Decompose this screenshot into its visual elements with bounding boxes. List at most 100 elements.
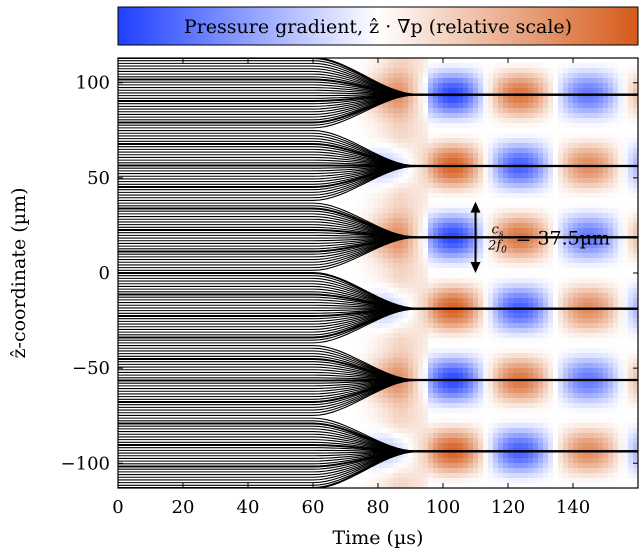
- field-cell: [458, 73, 464, 79]
- field-cell: [518, 208, 524, 214]
- field-cell: [488, 238, 494, 244]
- field-cell: [448, 273, 454, 279]
- field-cell: [488, 253, 494, 259]
- field-cell: [503, 203, 509, 209]
- field-cell: [408, 238, 414, 244]
- field-cell: [433, 168, 439, 174]
- field-cell: [423, 313, 429, 319]
- field-cell: [568, 283, 574, 289]
- field-cell: [573, 113, 579, 119]
- field-cell: [358, 263, 364, 269]
- field-cell: [483, 458, 489, 464]
- field-cell: [543, 193, 549, 199]
- field-cell: [468, 208, 474, 214]
- field-cell: [553, 423, 559, 429]
- field-cell: [468, 308, 474, 314]
- field-cell: [463, 93, 469, 99]
- field-cell: [383, 218, 389, 224]
- field-cell: [353, 268, 359, 274]
- field-cell: [458, 258, 464, 264]
- field-cell: [588, 318, 594, 324]
- field-cell: [443, 108, 449, 114]
- field-cell: [418, 458, 424, 464]
- field-cell: [613, 173, 619, 179]
- field-cell: [413, 138, 419, 144]
- field-cell: [378, 348, 384, 354]
- field-cell: [508, 198, 514, 204]
- field-cell: [373, 328, 379, 334]
- field-cell: [578, 408, 584, 414]
- field-cell: [443, 198, 449, 204]
- field-cell: [573, 473, 579, 479]
- field-cell: [333, 118, 339, 124]
- field-cell: [373, 113, 379, 119]
- field-cell: [483, 423, 489, 429]
- field-cell: [563, 463, 569, 469]
- field-cell: [553, 298, 559, 304]
- field-cell: [568, 423, 574, 429]
- field-cell: [583, 253, 589, 259]
- field-cell: [418, 353, 424, 359]
- field-cell: [458, 78, 464, 84]
- field-cell: [563, 338, 569, 344]
- field-cell: [513, 88, 519, 94]
- field-cell: [528, 188, 534, 194]
- field-cell: [458, 308, 464, 314]
- field-cell: [618, 408, 624, 414]
- field-cell: [413, 208, 419, 214]
- field-cell: [398, 438, 404, 444]
- field-cell: [598, 393, 604, 399]
- field-cell: [403, 368, 409, 374]
- field-cell: [433, 73, 439, 79]
- field-cell: [458, 453, 464, 459]
- field-cell: [578, 123, 584, 129]
- field-cell: [468, 458, 474, 464]
- field-cell: [593, 293, 599, 299]
- field-cell: [608, 368, 614, 374]
- field-cell: [598, 468, 604, 474]
- field-cell: [573, 338, 579, 344]
- field-cell: [413, 193, 419, 199]
- field-cell: [388, 223, 394, 229]
- field-cell: [438, 393, 444, 399]
- field-cell: [428, 438, 434, 444]
- field-cell: [563, 283, 569, 289]
- field-cell: [398, 128, 404, 134]
- field-cell: [513, 178, 519, 184]
- field-cell: [443, 363, 449, 369]
- field-cell: [578, 278, 584, 284]
- field-cell: [393, 418, 399, 424]
- field-cell: [483, 73, 489, 79]
- field-cell: [438, 263, 444, 269]
- field-cell: [363, 428, 369, 434]
- field-cell: [428, 408, 434, 414]
- field-cell: [578, 248, 584, 254]
- field-cell: [448, 123, 454, 129]
- field-cell: [333, 468, 339, 474]
- field-cell: [543, 398, 549, 404]
- field-cell: [583, 438, 589, 444]
- field-cell: [453, 483, 459, 488]
- field-cell: [453, 328, 459, 334]
- field-cell: [588, 468, 594, 474]
- field-cell: [598, 183, 604, 189]
- field-cell: [573, 258, 579, 264]
- field-cell: [488, 148, 494, 154]
- field-cell: [603, 178, 609, 184]
- field-cell: [593, 348, 599, 354]
- field-cell: [468, 83, 474, 89]
- field-cell: [453, 203, 459, 209]
- field-cell: [493, 138, 499, 144]
- field-cell: [423, 468, 429, 474]
- field-cell: [413, 113, 419, 119]
- field-cell: [533, 368, 539, 374]
- field-cell: [468, 438, 474, 444]
- field-cell: [603, 438, 609, 444]
- field-cell: [593, 428, 599, 434]
- field-cell: [588, 63, 594, 69]
- field-cell: [523, 228, 529, 234]
- field-cell: [338, 223, 344, 229]
- field-cell: [478, 123, 484, 129]
- field-cell: [543, 343, 549, 349]
- field-cell: [463, 143, 469, 149]
